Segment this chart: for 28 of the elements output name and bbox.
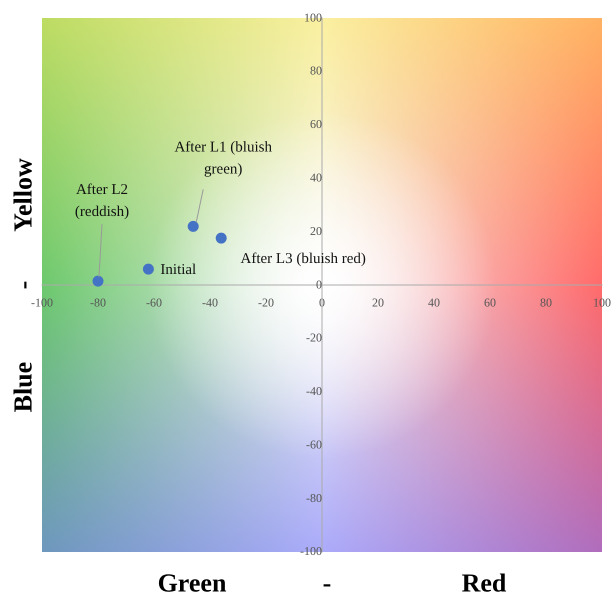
y-tick-label: -20 <box>306 330 322 345</box>
annotation: After L3 (bluish red) <box>240 251 366 268</box>
x-tick-label: -20 <box>258 295 274 310</box>
y-tick-label: 80 <box>310 64 322 78</box>
x-tick-label: 80 <box>540 295 552 310</box>
annotation: Initial <box>160 262 196 278</box>
point <box>142 264 154 275</box>
point <box>188 220 199 232</box>
y-tick-label: 60 <box>310 117 322 132</box>
annotation: After L2 (reddish) <box>74 182 130 220</box>
x-tick-label: -60 <box>146 295 162 310</box>
x-tick-label: -80 <box>90 295 106 310</box>
point <box>92 276 104 287</box>
y-tick-label: 20 <box>310 224 322 238</box>
y-tick-label: -60 <box>306 437 322 452</box>
y-tick-label: -80 <box>306 490 322 505</box>
y-tick-label: -40 <box>306 384 322 398</box>
text: Green - Red <box>158 568 506 598</box>
y-tick-label: 40 <box>310 170 322 184</box>
x-tick-label: -40 <box>202 295 218 310</box>
x-tick-label: 40 <box>428 295 440 310</box>
y-tick-label: -100 <box>300 544 322 558</box>
x-tick-label: 20 <box>372 295 384 310</box>
x-tick-label: 60 <box>484 295 496 310</box>
x-tick-label: -100 <box>31 295 53 310</box>
y-tick-label: 0 <box>316 277 322 292</box>
point <box>216 232 227 244</box>
annotation: After L1 (bluish green) <box>174 139 272 178</box>
